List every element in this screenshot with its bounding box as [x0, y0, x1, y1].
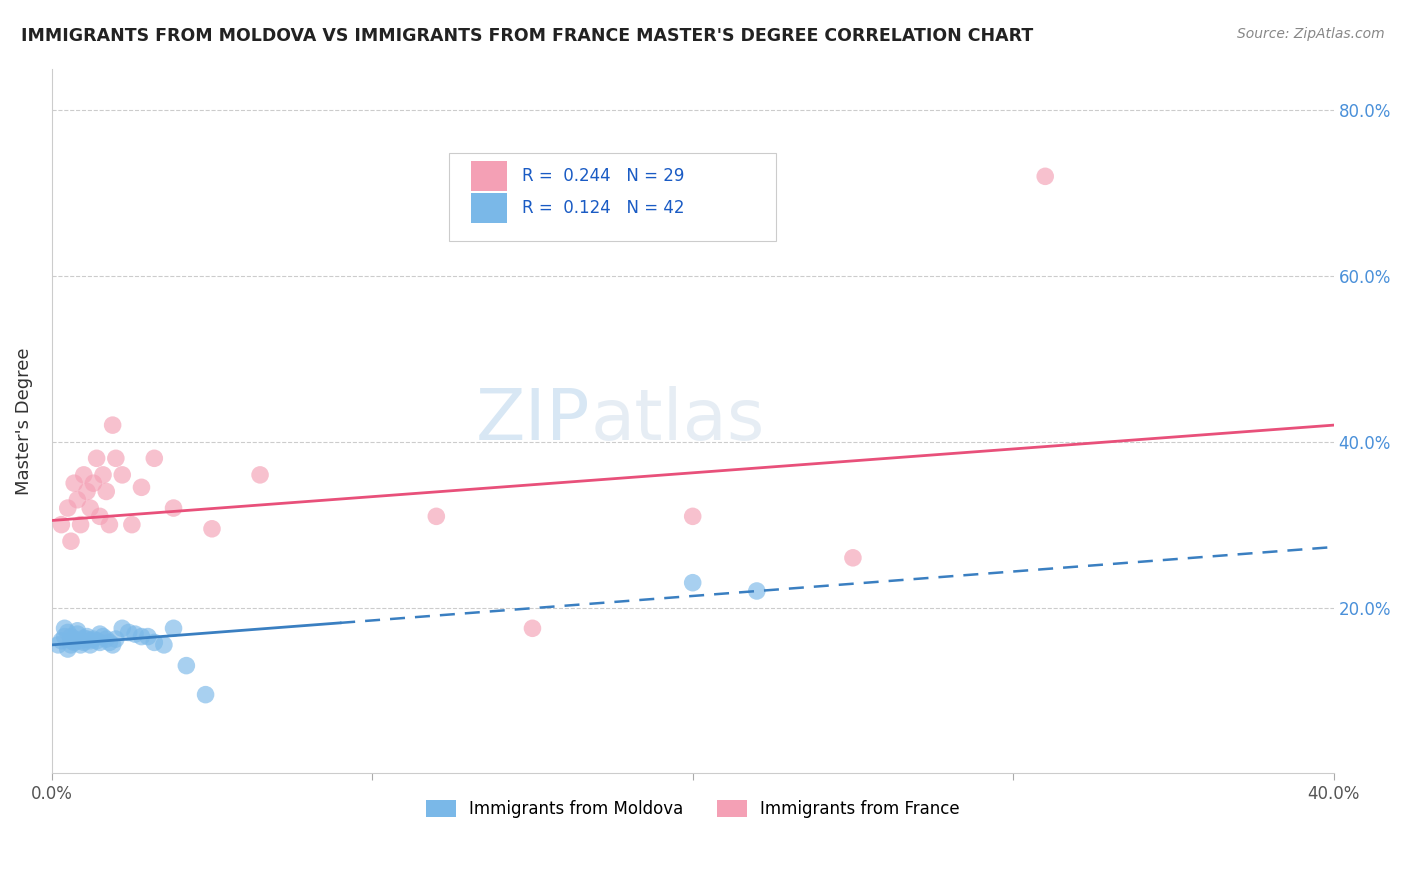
FancyBboxPatch shape — [471, 161, 506, 191]
Point — [73, 635, 96, 649]
Point — [51, 517, 73, 532]
Point — [86, 451, 108, 466]
Point — [59, 633, 82, 648]
Point — [104, 632, 127, 646]
Point — [89, 635, 111, 649]
Point — [69, 517, 91, 532]
Text: IMMIGRANTS FROM MOLDOVA VS IMMIGRANTS FROM FRANCE MASTER'S DEGREE CORRELATION CH: IMMIGRANTS FROM MOLDOVA VS IMMIGRANTS FR… — [21, 27, 1033, 45]
Point — [96, 632, 118, 646]
Point — [101, 638, 124, 652]
Point — [51, 633, 73, 648]
Point — [124, 627, 146, 641]
Point — [131, 480, 153, 494]
Point — [63, 476, 86, 491]
Point — [96, 484, 118, 499]
Point — [91, 630, 114, 644]
Point — [69, 638, 91, 652]
Point — [59, 630, 82, 644]
Point — [73, 467, 96, 482]
Point — [131, 630, 153, 644]
Point — [249, 467, 271, 482]
Point — [73, 632, 96, 646]
Point — [522, 621, 544, 635]
Point — [162, 621, 184, 635]
Point — [98, 517, 121, 532]
Point — [76, 630, 98, 644]
Point — [121, 517, 143, 532]
Text: Source: ZipAtlas.com: Source: ZipAtlas.com — [1237, 27, 1385, 41]
Point — [111, 467, 134, 482]
Point — [59, 638, 82, 652]
Point — [118, 625, 141, 640]
Point — [53, 621, 76, 635]
FancyBboxPatch shape — [471, 193, 506, 222]
Point — [136, 630, 159, 644]
Point — [1033, 169, 1056, 184]
Point — [111, 621, 134, 635]
Y-axis label: Master's Degree: Master's Degree — [15, 347, 32, 495]
Point — [194, 688, 217, 702]
Point — [425, 509, 447, 524]
Point — [53, 630, 76, 644]
Point — [745, 584, 768, 599]
Point — [89, 509, 111, 524]
Point — [76, 484, 98, 499]
Text: R =  0.124   N = 42: R = 0.124 N = 42 — [522, 199, 685, 217]
Point — [201, 522, 224, 536]
Point — [842, 550, 865, 565]
Point — [79, 633, 101, 648]
Point — [176, 658, 198, 673]
Point — [98, 635, 121, 649]
Point — [59, 534, 82, 549]
Point — [63, 635, 86, 649]
Point — [143, 451, 166, 466]
Point — [682, 509, 704, 524]
Point — [79, 501, 101, 516]
Point — [82, 476, 104, 491]
Point — [69, 633, 91, 648]
Point — [56, 642, 79, 657]
Point — [143, 635, 166, 649]
Point — [104, 451, 127, 466]
Point — [89, 627, 111, 641]
Point — [66, 627, 89, 641]
Point — [162, 501, 184, 516]
Point — [153, 638, 176, 652]
Point — [76, 632, 98, 646]
Point — [682, 575, 704, 590]
Point — [101, 418, 124, 433]
FancyBboxPatch shape — [449, 153, 776, 241]
Point — [56, 625, 79, 640]
Text: R =  0.244   N = 29: R = 0.244 N = 29 — [522, 167, 685, 185]
Text: atlas: atlas — [591, 386, 765, 456]
Point — [66, 624, 89, 638]
Point — [66, 492, 89, 507]
Point — [63, 632, 86, 646]
Point — [91, 467, 114, 482]
Point — [56, 501, 79, 516]
Point — [79, 638, 101, 652]
Point — [86, 633, 108, 648]
Text: ZIP: ZIP — [475, 386, 591, 456]
Point — [46, 638, 69, 652]
Point — [82, 632, 104, 646]
Legend: Immigrants from Moldova, Immigrants from France: Immigrants from Moldova, Immigrants from… — [419, 794, 966, 825]
